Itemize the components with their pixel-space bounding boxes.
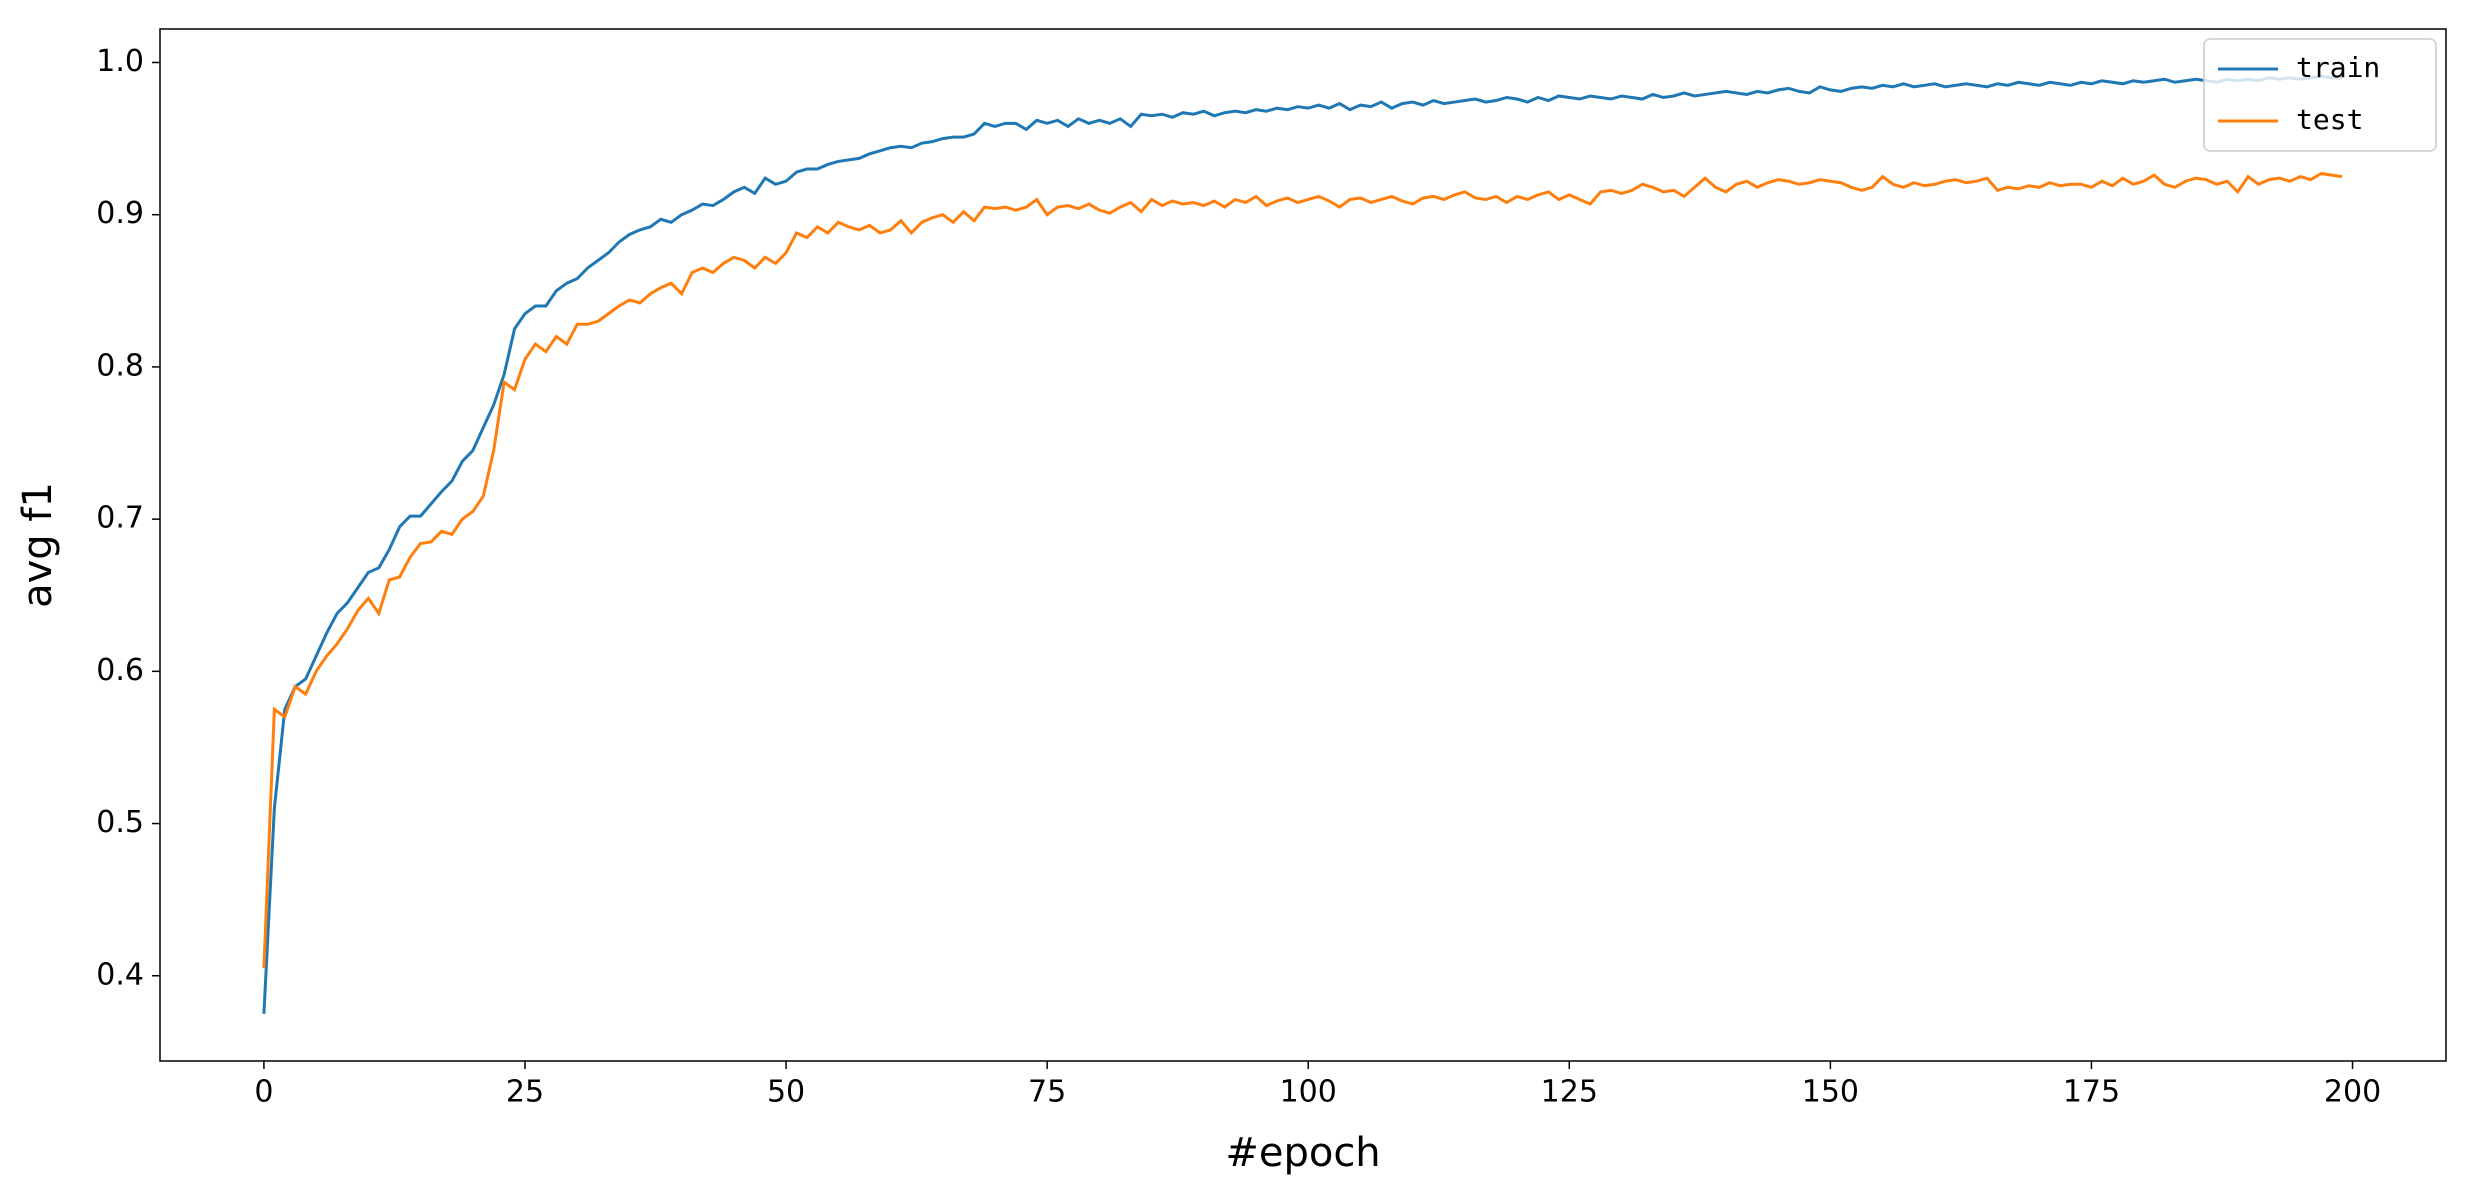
x-tick-label: 0 <box>254 1075 273 1110</box>
line-series <box>262 172 2343 969</box>
legend-label: test <box>2296 103 2363 136</box>
y-tick-label: 0.6 <box>96 653 144 688</box>
plot-frame <box>159 28 2447 1062</box>
x-tick-label: 25 <box>506 1075 544 1110</box>
x-tick-label: 150 <box>1802 1075 1859 1110</box>
y-tick-label: 0.8 <box>96 348 144 383</box>
x-tick-label: 125 <box>1541 1075 1598 1110</box>
legend-label: train <box>2296 51 2380 84</box>
y-axis-label: avg f1 <box>15 482 61 608</box>
x-tick-label: 75 <box>1028 1075 1066 1110</box>
x-tick-label: 200 <box>2324 1075 2381 1110</box>
x-axis-label: #epoch <box>1225 1130 1380 1176</box>
y-tick-label: 0.7 <box>96 501 144 536</box>
x-tick-label: 50 <box>767 1075 805 1110</box>
y-tick-label: 0.4 <box>96 957 144 992</box>
x-tick-label: 100 <box>1280 1075 1337 1110</box>
y-tick-label: 1.0 <box>96 44 144 79</box>
y-tick-label: 0.9 <box>96 196 144 231</box>
line-series <box>262 74 2343 1014</box>
x-tick-label: 175 <box>2063 1075 2120 1110</box>
y-tick-label: 0.5 <box>96 805 144 840</box>
legend-box <box>2203 38 2437 152</box>
